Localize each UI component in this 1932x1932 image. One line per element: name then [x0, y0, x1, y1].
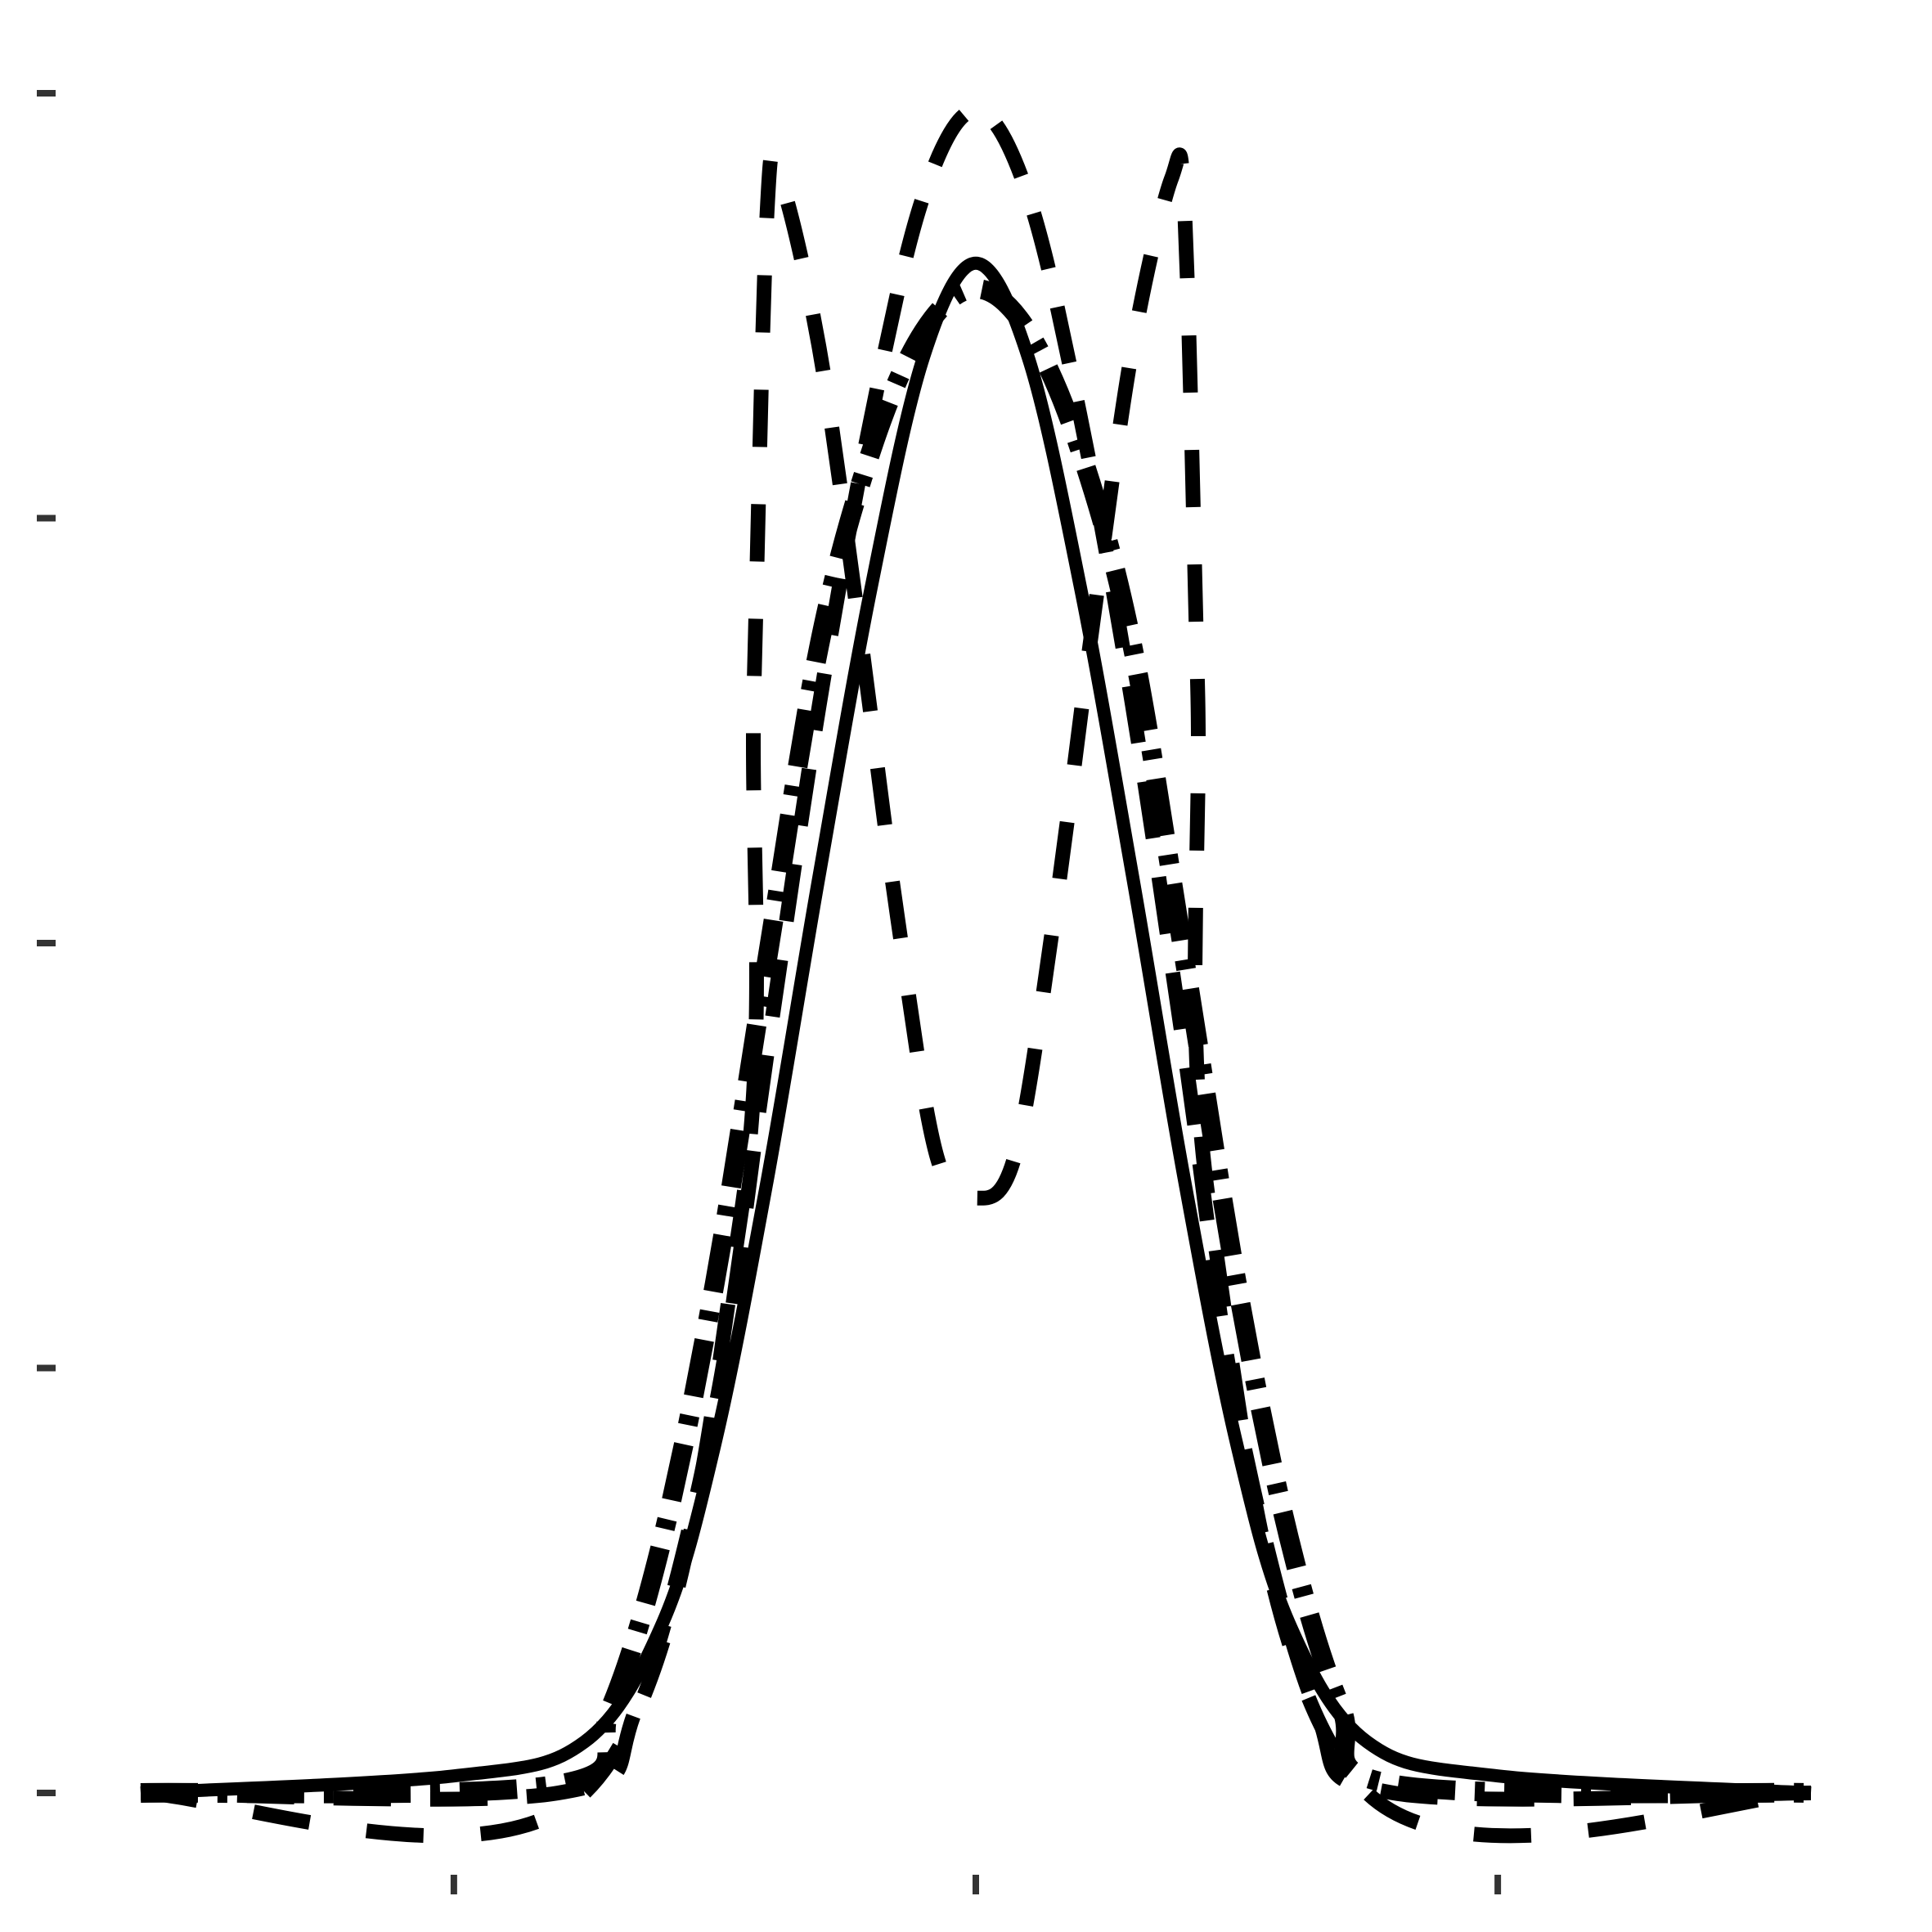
series-line-dash-dot: [140, 279, 1812, 1804]
series-group: [140, 102, 1812, 1844]
y-axis-ticks: [37, 90, 56, 1796]
series-line-dotted: [140, 147, 1812, 1844]
x-axis-ticks: [450, 1875, 1502, 1894]
series-line-solid: [140, 256, 1812, 1799]
series-line-dashed: [140, 102, 1812, 1807]
